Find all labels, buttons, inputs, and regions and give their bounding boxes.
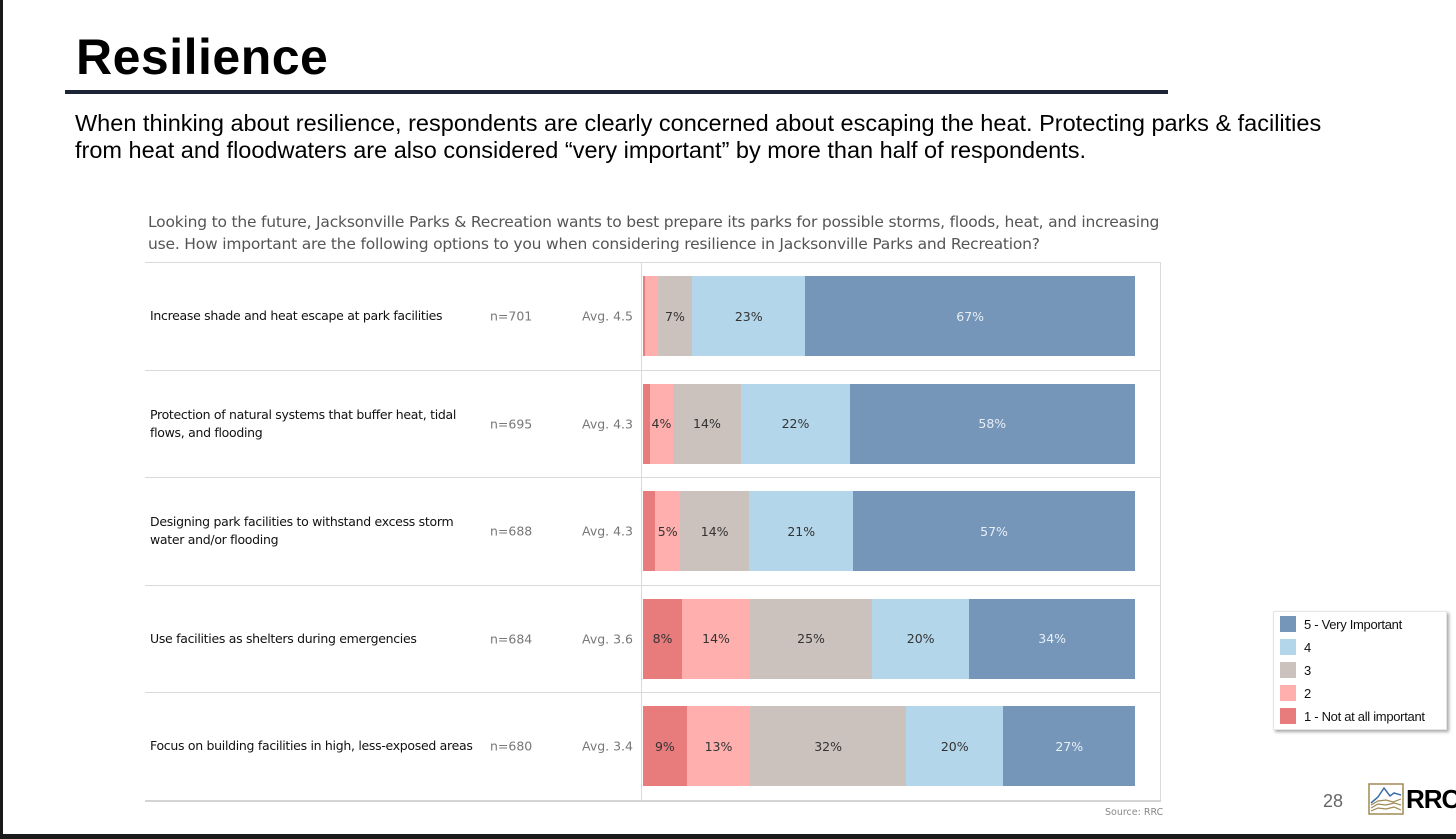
legend-swatch xyxy=(1280,616,1296,632)
sample-size-label: n=701 xyxy=(490,308,533,324)
category-label: Use facilities as shelters during emerge… xyxy=(150,630,417,646)
average-label: Avg. 3.4 xyxy=(582,738,633,754)
rrc-logo: RRC xyxy=(1368,783,1456,815)
legend-swatch xyxy=(1280,639,1296,655)
bar-segment: 14% xyxy=(672,383,742,464)
bar-segment: 22% xyxy=(741,383,850,464)
row-divider xyxy=(145,584,1161,586)
row-divider xyxy=(145,477,1161,478)
bar-value-label: 20% xyxy=(940,738,969,754)
category-label: Protection of natural systems that buffe… xyxy=(150,406,457,440)
logo-text: RRC xyxy=(1406,783,1456,814)
title-divider xyxy=(65,90,1168,94)
bar-value-label: 58% xyxy=(978,416,1007,432)
chart-frame xyxy=(145,262,1161,801)
bar-segment: 14% xyxy=(681,598,751,679)
bar-segment: 4% xyxy=(650,383,673,464)
slide-title: Resilience xyxy=(76,29,329,85)
bar-value-label: 25% xyxy=(797,631,825,647)
average-label: Avg. 3.6 xyxy=(582,631,633,647)
slide: Resilience When thinking about resilienc… xyxy=(3,0,1456,834)
bar-segment xyxy=(643,491,656,572)
average-label: Avg. 4.5 xyxy=(582,308,633,324)
bar-segment: 25% xyxy=(750,598,872,679)
bar-segment: 27% xyxy=(1003,706,1135,787)
bar-value-label: 9% xyxy=(654,738,675,754)
sample-size-label: n=688 xyxy=(490,523,533,539)
bar-segment: 67% xyxy=(805,276,1135,357)
legend-item: 5 - Very Important xyxy=(1280,615,1402,633)
mountain-logo-icon xyxy=(1368,783,1404,815)
bar-value-label: 34% xyxy=(1038,631,1067,647)
bar-value-label: 14% xyxy=(693,416,721,432)
row-divider xyxy=(145,692,1161,693)
legend-label: 3 xyxy=(1304,662,1311,678)
bar-segment: 23% xyxy=(692,276,806,357)
legend-item: 4 xyxy=(1280,638,1311,656)
bar-segment xyxy=(643,276,646,357)
sample-size-label: n=680 xyxy=(490,738,533,754)
bar-value-label: 13% xyxy=(704,738,733,754)
legend-item: 2 xyxy=(1280,684,1311,702)
row-divider xyxy=(145,799,1161,802)
bar-value-label: 57% xyxy=(980,523,1008,539)
bar-segment: 34% xyxy=(969,598,1135,679)
bar-segment: 57% xyxy=(853,491,1135,572)
bar-segment: 21% xyxy=(749,491,854,572)
bar-segment: 20% xyxy=(906,706,1004,787)
category-label: Focus on building facilities in high, le… xyxy=(150,738,473,754)
average-label: Avg. 4.3 xyxy=(582,523,633,539)
bar-value-label: 21% xyxy=(787,523,816,539)
bar-segment: 8% xyxy=(643,598,682,679)
bar-segment: 20% xyxy=(871,598,970,679)
bar-value-label: 8% xyxy=(652,631,673,647)
legend-swatch xyxy=(1280,708,1296,724)
bar-value-label: 27% xyxy=(1055,738,1084,754)
bar-segment: 5% xyxy=(655,491,681,572)
bar-value-label: 7% xyxy=(665,308,685,324)
bar-segment: 32% xyxy=(750,706,907,787)
sample-size-label: n=684 xyxy=(490,631,533,647)
bar-segment: 58% xyxy=(849,383,1135,464)
legend-label: 2 xyxy=(1304,685,1311,701)
bar-value-label: 4% xyxy=(651,416,672,432)
chart-legend: 5 - Very Important 4 3 2 1 - Not at all … xyxy=(1273,611,1447,730)
sample-size-label: n=695 xyxy=(490,416,533,432)
legend-label: 4 xyxy=(1304,639,1311,655)
bar-segment xyxy=(643,383,651,464)
bar-segment: 14% xyxy=(680,491,750,572)
category-label: Increase shade and heat escape at park f… xyxy=(150,308,443,324)
bar-value-label: 14% xyxy=(700,523,729,539)
legend-swatch xyxy=(1280,685,1296,701)
bar-value-label: 67% xyxy=(956,308,985,324)
legend-label: 5 - Very Important xyxy=(1304,616,1402,632)
bar-value-label: 20% xyxy=(906,631,935,647)
bar-segment: 13% xyxy=(686,706,751,787)
slide-subtitle: When thinking about resilience, responde… xyxy=(75,110,1322,163)
chart-axis-line xyxy=(641,262,642,800)
bar-value-label: 23% xyxy=(734,308,763,324)
legend-item: 1 - Not at all important xyxy=(1280,707,1425,725)
bar-segment xyxy=(645,276,658,357)
legend-swatch xyxy=(1280,662,1296,678)
bar-value-label: 32% xyxy=(814,738,842,754)
chart-title: Looking to the future, Jacksonville Park… xyxy=(148,213,1160,253)
average-label: Avg. 4.3 xyxy=(582,416,633,432)
bar-segment: 9% xyxy=(643,706,687,787)
bar-segment: 7% xyxy=(657,276,693,357)
category-label: Designing park facilities to withstand e… xyxy=(150,514,454,548)
bar-value-label: 22% xyxy=(781,416,810,432)
row-divider xyxy=(145,369,1161,371)
bar-value-label: 5% xyxy=(657,523,678,539)
page-number: 28 xyxy=(1323,791,1344,811)
bar-value-label: 14% xyxy=(702,631,730,647)
chart-source: Source: RRC xyxy=(1105,807,1164,818)
legend-label: 1 - Not at all important xyxy=(1304,708,1425,724)
legend-item: 3 xyxy=(1280,661,1311,679)
